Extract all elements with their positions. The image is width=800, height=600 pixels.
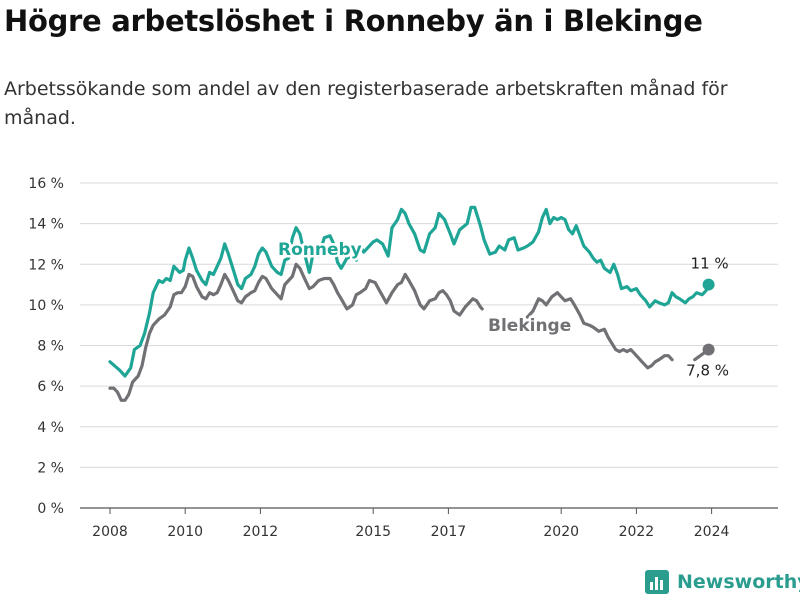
x-tick-label: 2020: [543, 524, 579, 540]
brand-name: Newsworthy: [677, 571, 800, 593]
newsworthy-logo: Newsworthy: [645, 570, 800, 594]
chart-title: Högre arbetslöshet i Ronneby än i Blekin…: [4, 4, 703, 38]
series-line-ronneby: [108, 205, 711, 378]
series-label-blekinge-halo: Blekinge: [488, 316, 571, 336]
y-tick-label: 0 %: [37, 501, 64, 517]
x-tick-label: 2022: [619, 524, 655, 540]
x-tick-label: 2024: [694, 524, 730, 540]
y-tick-label: 10 %: [28, 298, 64, 314]
end-label-ronneby: 11 %: [691, 255, 729, 273]
end-label-blekinge: 7,8 %: [686, 362, 729, 380]
y-axis: 0 % 2 % 4 % 6 % 8 % 10 % 12 % 14 % 16 %: [28, 176, 64, 517]
grid-lines: [80, 182, 778, 509]
end-point-blekinge: [702, 343, 715, 356]
y-tick-label: 2 %: [37, 460, 64, 476]
y-tick-label: 16 %: [28, 176, 64, 192]
x-tick-label: 2017: [431, 524, 467, 540]
series-label-blekinge: Blekinge: [488, 316, 571, 336]
x-tick-label: 2012: [243, 524, 279, 540]
end-point-ronneby: [702, 278, 715, 291]
bar-chart-icon: [645, 570, 669, 594]
y-tick-label: 12 %: [28, 257, 64, 273]
y-tick-label: 4 %: [37, 420, 64, 436]
series-label-ronneby-halo: Ronneby: [278, 240, 362, 260]
y-tick-label: 8 %: [37, 339, 64, 355]
series-lines: [108, 205, 715, 402]
series-label-ronneby: Ronneby: [278, 240, 362, 260]
x-tick-label: 2008: [92, 524, 128, 540]
x-tick-label: 2015: [355, 524, 391, 540]
x-tick-label: 2010: [167, 524, 203, 540]
chart-subtitle: Arbetssökande som andel av den registerb…: [4, 78, 728, 129]
y-tick-label: 14 %: [28, 217, 64, 233]
x-axis: 2008 2010 2012 2015 2017 2020 2022 2024: [92, 508, 730, 540]
y-tick-label: 6 %: [37, 379, 64, 395]
